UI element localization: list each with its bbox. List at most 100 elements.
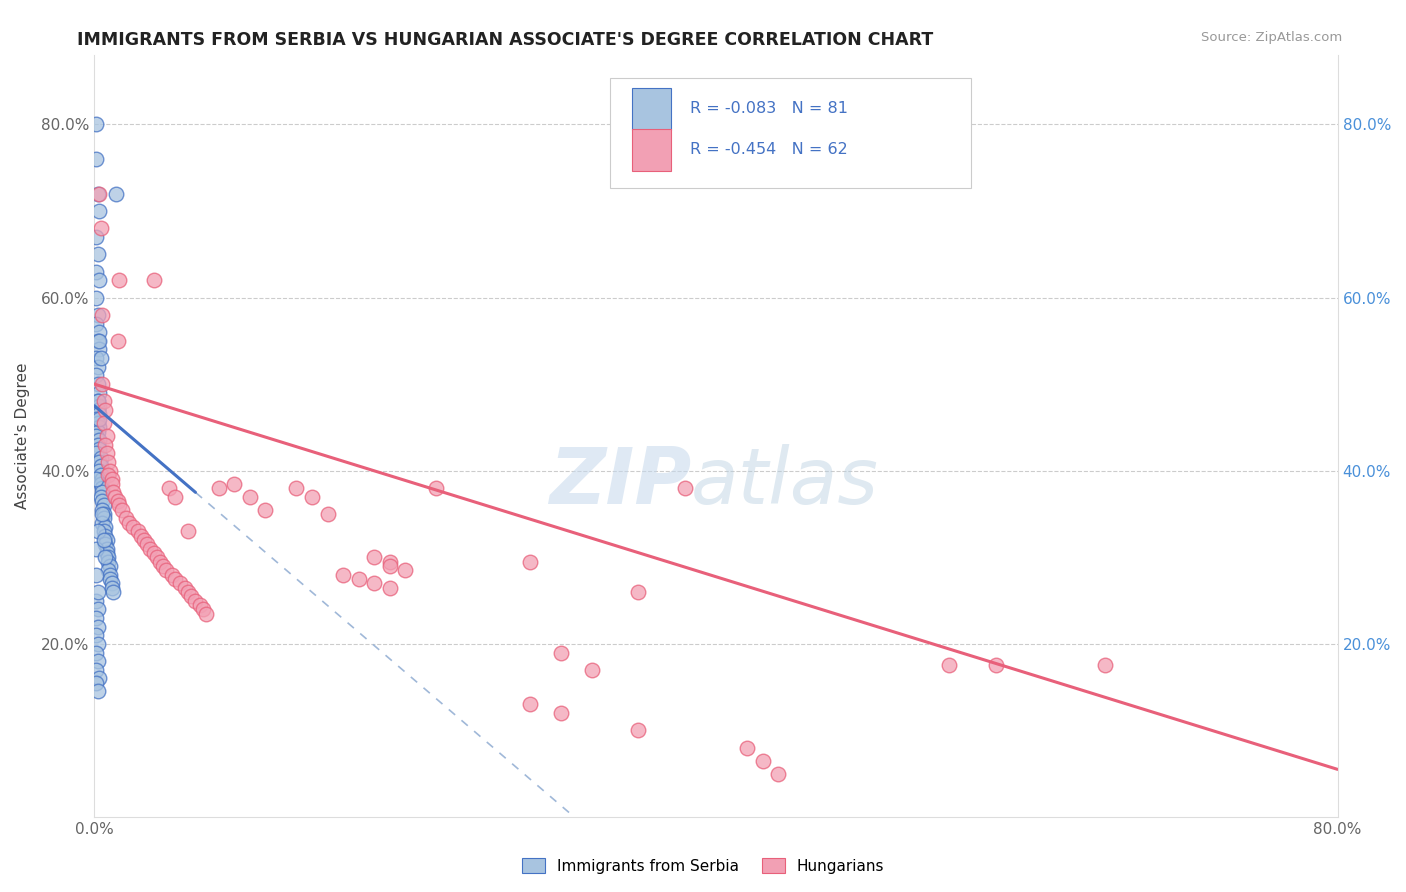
Point	[363, 550, 385, 565]
Point	[519, 555, 541, 569]
Point	[89, 325, 111, 339]
Point	[86, 403, 108, 417]
Point	[84, 117, 107, 131]
Point	[347, 572, 370, 586]
Point	[96, 541, 118, 556]
Point	[94, 528, 117, 542]
Text: Source: ZipAtlas.com: Source: ZipAtlas.com	[1202, 31, 1343, 45]
Point	[98, 567, 121, 582]
Point	[177, 585, 200, 599]
Point	[84, 472, 107, 486]
Point	[90, 221, 112, 235]
Point	[149, 555, 172, 569]
Point	[142, 546, 165, 560]
Point	[89, 434, 111, 448]
Point	[127, 524, 149, 539]
Point	[93, 524, 115, 539]
Point	[100, 576, 122, 591]
Point	[86, 394, 108, 409]
Point	[89, 420, 111, 434]
Point	[93, 507, 115, 521]
Point	[84, 351, 107, 366]
Point	[136, 537, 159, 551]
Point	[84, 230, 107, 244]
Point	[91, 485, 114, 500]
Point	[90, 459, 112, 474]
Point	[100, 581, 122, 595]
Point	[86, 186, 108, 201]
Point	[93, 511, 115, 525]
Point	[104, 490, 127, 504]
Point	[93, 533, 115, 547]
Point	[89, 385, 111, 400]
Point	[86, 585, 108, 599]
Point	[98, 572, 121, 586]
Point	[184, 593, 207, 607]
Point	[129, 528, 152, 542]
Point	[108, 273, 131, 287]
Point	[89, 343, 111, 357]
Point	[101, 585, 124, 599]
Point	[1094, 658, 1116, 673]
Point	[86, 425, 108, 439]
Point	[90, 450, 112, 465]
Point	[111, 502, 134, 516]
Point	[86, 377, 108, 392]
Point	[89, 334, 111, 348]
Point	[97, 550, 120, 565]
Point	[224, 476, 246, 491]
Point	[93, 499, 115, 513]
Point	[84, 446, 107, 460]
Point	[332, 567, 354, 582]
Point	[94, 520, 117, 534]
Point	[550, 646, 572, 660]
Point	[118, 516, 141, 530]
Point	[208, 481, 231, 495]
Legend: Immigrants from Serbia, Hungarians: Immigrants from Serbia, Hungarians	[516, 852, 890, 880]
Point	[145, 550, 167, 565]
Point	[160, 567, 183, 582]
Point	[84, 264, 107, 278]
Point	[93, 394, 115, 409]
Point	[86, 247, 108, 261]
Point	[84, 663, 107, 677]
Point	[89, 204, 111, 219]
Point	[91, 481, 114, 495]
Point	[89, 411, 111, 425]
Point	[91, 494, 114, 508]
Point	[378, 558, 401, 573]
Point	[84, 646, 107, 660]
Point	[169, 576, 191, 591]
Point	[101, 485, 124, 500]
Point	[627, 723, 650, 738]
Point	[90, 351, 112, 366]
Point	[84, 291, 107, 305]
Point	[97, 555, 120, 569]
Point	[550, 706, 572, 720]
Point	[86, 334, 108, 348]
Point	[108, 499, 131, 513]
Point	[96, 533, 118, 547]
Point	[91, 502, 114, 516]
Point	[239, 490, 262, 504]
Point	[97, 455, 120, 469]
Point	[984, 658, 1007, 673]
Point	[97, 563, 120, 577]
Point	[581, 663, 603, 677]
Point	[86, 438, 108, 452]
Point	[86, 359, 108, 374]
Point	[84, 593, 107, 607]
Point	[91, 472, 114, 486]
Point	[519, 698, 541, 712]
Point	[98, 558, 121, 573]
Point	[188, 598, 211, 612]
Point	[100, 472, 122, 486]
Point	[91, 377, 114, 392]
Point	[155, 563, 177, 577]
Point	[363, 576, 385, 591]
Text: R = -0.454   N = 62: R = -0.454 N = 62	[690, 143, 848, 158]
Text: R = -0.083   N = 81: R = -0.083 N = 81	[690, 102, 848, 116]
Point	[114, 511, 136, 525]
Point	[84, 411, 107, 425]
Point	[86, 308, 108, 322]
